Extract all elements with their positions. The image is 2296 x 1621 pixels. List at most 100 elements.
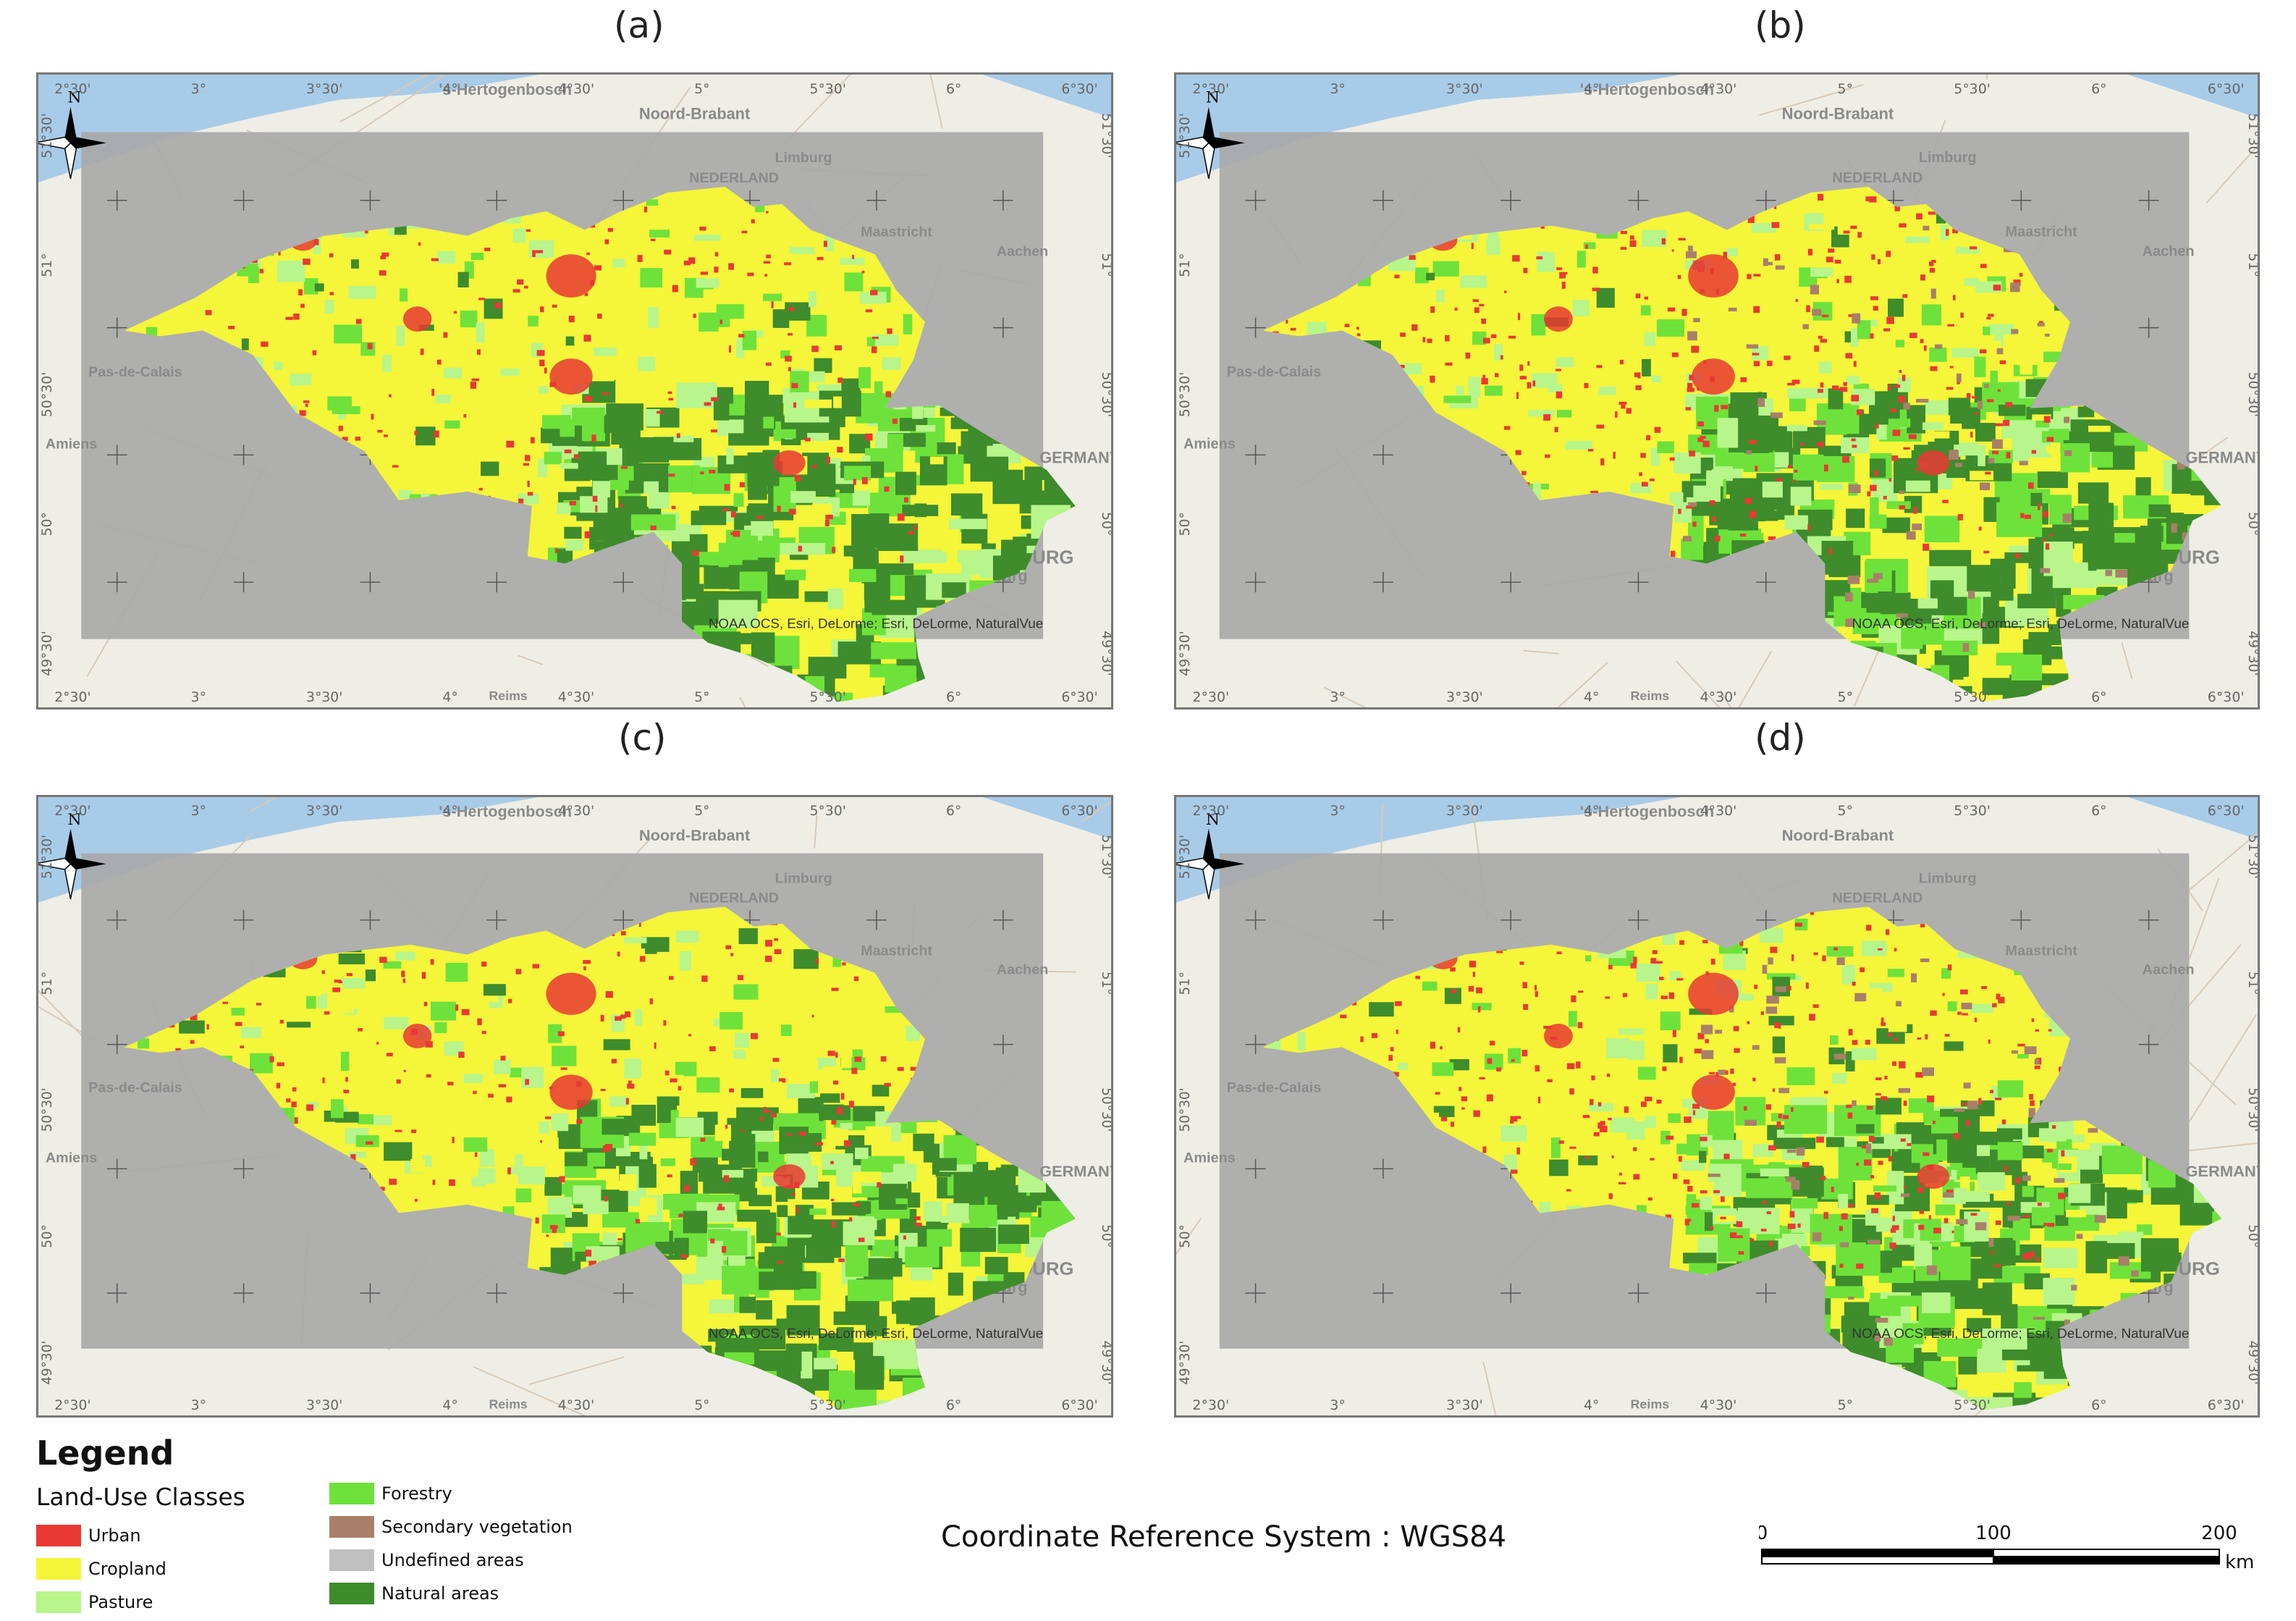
raster-urban <box>700 471 704 475</box>
raster-urban <box>1454 307 1458 311</box>
raster-urban <box>494 302 502 308</box>
raster-patch <box>1759 927 1784 943</box>
raster-city <box>1688 254 1739 298</box>
raster-urban <box>1923 345 1927 351</box>
map-svg-d: 's-HertogenboschNoord-BrabantNEDERLANDLi… <box>1176 797 2258 1415</box>
raster-patch <box>1577 250 1586 268</box>
raster-urban <box>1776 478 1783 481</box>
raster-urban <box>1709 1071 1715 1074</box>
raster-urban <box>190 1013 198 1021</box>
raster-urban <box>1823 464 1828 472</box>
lon-tick-top: 6° <box>2091 804 2106 819</box>
raster-urban <box>827 1051 835 1056</box>
raster-urban <box>852 254 855 259</box>
raster-urban <box>1834 259 1841 264</box>
raster-urban <box>1394 274 1400 279</box>
raster-urban <box>1972 396 1977 399</box>
raster-patch <box>1599 386 1616 395</box>
raster-patch <box>855 1148 869 1159</box>
raster-urban <box>1559 271 1566 279</box>
raster-patch <box>643 481 659 494</box>
graticule-cross <box>2138 1035 2159 1055</box>
raster-patch <box>1550 1137 1561 1158</box>
basemap-road <box>1975 1394 1999 1415</box>
raster-patch <box>1917 959 1942 980</box>
raster-patch <box>2046 446 2059 454</box>
raster-patch <box>1904 236 1930 243</box>
raster-urban <box>1640 452 1646 458</box>
raster-patch <box>905 1246 940 1268</box>
raster-urban <box>1508 335 1516 339</box>
basemap-label: NEDERLAND <box>689 170 779 186</box>
raster-urban <box>592 495 598 502</box>
raster-patch <box>1494 344 1503 361</box>
raster-patch <box>1705 1212 1713 1231</box>
raster-urban <box>434 430 439 438</box>
raster-urban <box>683 1185 690 1192</box>
raster-urban <box>1933 1120 1936 1124</box>
raster-patch <box>1841 1315 1877 1333</box>
raster-urban <box>1344 324 1350 327</box>
raster-patch <box>819 1104 844 1112</box>
raster-urban <box>1621 405 1626 409</box>
raster-urban <box>1886 250 1891 257</box>
raster-patch <box>910 1263 933 1281</box>
raster-urban <box>1747 216 1755 224</box>
raster-urban <box>367 342 373 350</box>
raster-urban <box>403 1069 406 1072</box>
legend-swatch-undefined-areas <box>329 1549 374 1571</box>
raster-patch <box>510 326 518 345</box>
raster-patch <box>646 199 659 206</box>
raster-patch <box>1497 432 1524 450</box>
lon-tick-top: 4° <box>1584 804 1599 819</box>
raster-urban <box>791 383 798 389</box>
raster-city <box>1917 450 1950 476</box>
raster-urban <box>1515 450 1521 455</box>
legend-item-urban: Urban <box>36 1523 141 1548</box>
raster-patch <box>515 1188 532 1203</box>
raster-secondary <box>2064 450 2072 456</box>
raster-urban <box>1812 1004 1819 1009</box>
raster-patch <box>1933 424 1962 431</box>
raster-secondary <box>1812 308 1822 316</box>
raster-urban <box>739 482 745 488</box>
raster-patch <box>1681 1160 1705 1171</box>
raster-secondary <box>1935 344 1943 349</box>
raster-urban <box>877 1182 882 1188</box>
raster-urban <box>190 1040 195 1044</box>
raster-urban <box>1771 222 1780 228</box>
raster-patch <box>1693 485 1721 502</box>
raster-urban <box>1903 1100 1907 1106</box>
raster-patch <box>790 247 815 254</box>
raster-urban <box>1522 982 1527 989</box>
raster-urban <box>831 988 839 991</box>
lon-tick-top: 3°30' <box>306 82 342 97</box>
raster-urban <box>1635 385 1642 390</box>
raster-patch <box>384 1016 409 1030</box>
raster-patch <box>1543 431 1561 451</box>
raster-patch <box>1645 1171 1663 1190</box>
raster-urban <box>824 519 830 527</box>
raster-secondary <box>1954 463 1962 468</box>
raster-urban <box>1920 274 1925 281</box>
raster-urban <box>463 413 467 418</box>
raster-patch <box>713 399 730 421</box>
lon-tick-bottom: 3° <box>191 690 206 705</box>
raster-urban <box>1605 996 1611 999</box>
raster-patch <box>497 1148 515 1167</box>
raster-urban <box>1902 294 1908 298</box>
raster-urban <box>680 1254 688 1258</box>
raster-urban <box>664 1070 670 1076</box>
raster-urban <box>1618 401 1627 405</box>
raster-urban <box>1468 985 1474 992</box>
raster-urban <box>1795 299 1798 303</box>
raster-urban <box>1479 303 1485 307</box>
raster-urban <box>1946 229 1949 236</box>
raster-patch <box>882 357 901 370</box>
raster-patch <box>1924 515 1960 543</box>
raster-patch <box>1723 950 1746 970</box>
raster-secondary <box>1898 1087 1911 1093</box>
raster-urban <box>389 1179 397 1185</box>
basemap-road <box>929 75 943 129</box>
raster-urban <box>654 1042 657 1049</box>
